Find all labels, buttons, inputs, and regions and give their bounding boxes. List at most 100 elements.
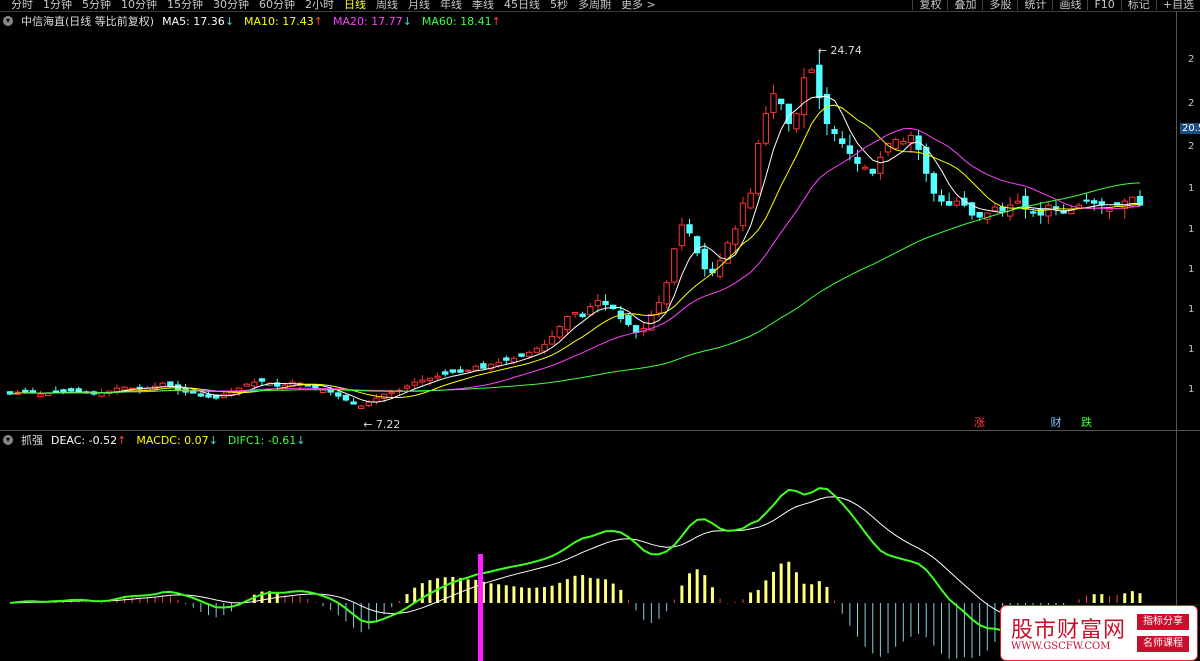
candle bbox=[533, 346, 540, 353]
period-tab[interactable]: 5秒 bbox=[550, 0, 568, 11]
high-annotation: ← 24.74 bbox=[818, 44, 862, 57]
toolbar-button[interactable]: +自选 bbox=[1155, 0, 1200, 10]
candle bbox=[968, 201, 976, 220]
chevron-down-icon[interactable]: ▾ bbox=[3, 16, 13, 26]
candle bbox=[892, 137, 899, 151]
legend-item: DIFC1: -0.61↓ bbox=[227, 433, 306, 447]
event-marker[interactable]: 财 bbox=[1051, 415, 1062, 429]
candle bbox=[846, 134, 854, 161]
axis-tick: 1 bbox=[1188, 183, 1195, 194]
toolbar-button[interactable]: F10 bbox=[1087, 0, 1120, 10]
watermark-tag-1: 指标分享 bbox=[1137, 614, 1189, 630]
period-tab[interactable]: 日线 bbox=[344, 0, 366, 11]
period-tab[interactable]: 更多 > bbox=[621, 0, 656, 11]
candle bbox=[426, 377, 434, 386]
candle bbox=[869, 168, 876, 177]
period-tab[interactable]: 年线 bbox=[440, 0, 462, 11]
period-tab[interactable]: 季线 bbox=[472, 0, 494, 11]
candle bbox=[1098, 197, 1105, 214]
candle bbox=[449, 369, 457, 375]
candle bbox=[747, 188, 754, 210]
candle bbox=[861, 164, 869, 171]
candle bbox=[953, 196, 960, 208]
candle bbox=[52, 386, 59, 393]
candle bbox=[503, 355, 510, 366]
period-tab[interactable]: 周线 bbox=[376, 0, 398, 11]
period-tab[interactable]: 60分钟 bbox=[259, 0, 295, 11]
candle bbox=[1052, 200, 1060, 216]
chevron-down-icon[interactable]: ▾ bbox=[3, 435, 13, 445]
candle bbox=[464, 369, 472, 373]
period-tab[interactable]: 15分钟 bbox=[167, 0, 203, 11]
candle bbox=[884, 142, 892, 157]
chart-title: 中信海直(日线 等比前复权) bbox=[21, 15, 155, 28]
candle bbox=[701, 242, 708, 277]
candle bbox=[472, 364, 479, 371]
candle bbox=[663, 279, 670, 309]
candle bbox=[770, 84, 777, 120]
toolbar-button[interactable]: 标记 bbox=[1120, 0, 1156, 10]
candle bbox=[411, 378, 418, 390]
event-marker[interactable]: 涨 bbox=[974, 416, 985, 429]
event-marker[interactable]: 跌 bbox=[1081, 415, 1092, 429]
pane-divider[interactable] bbox=[0, 430, 1200, 431]
deac-line bbox=[9, 496, 1141, 627]
candle bbox=[961, 191, 968, 208]
candle bbox=[816, 51, 823, 110]
main-legend: ▾ 中信海直(日线 等比前复权) MA5: 17.36↓ MA10: 17.43↑… bbox=[3, 13, 501, 29]
ma-line-MA60 bbox=[9, 182, 1141, 395]
period-tab[interactable]: 1分钟 bbox=[43, 0, 72, 11]
candle bbox=[671, 247, 678, 286]
axis-tick: 2 bbox=[1188, 54, 1195, 65]
candle bbox=[14, 389, 21, 395]
indicator-title: 抓强 bbox=[21, 434, 43, 447]
ma-line-MA10 bbox=[9, 104, 1141, 398]
candle bbox=[839, 131, 846, 148]
candle bbox=[243, 382, 250, 387]
candle bbox=[6, 391, 14, 396]
candle bbox=[632, 324, 640, 339]
candle bbox=[197, 392, 205, 398]
period-tab[interactable]: 45日线 bbox=[504, 0, 540, 11]
period-tab[interactable]: 5分钟 bbox=[82, 0, 111, 11]
candle bbox=[350, 398, 357, 405]
candle bbox=[1045, 201, 1052, 225]
axis-tick: 1 bbox=[1188, 384, 1195, 395]
candle bbox=[457, 366, 464, 374]
toolbar-button[interactable]: 统计 bbox=[1017, 0, 1052, 10]
period-tab[interactable]: 多周期 bbox=[578, 0, 611, 11]
period-toolbar: 分时 1分钟 5分钟 10分钟 15分钟 30分钟 60分钟 2小时 日线 周线 月线 年线 季线 45日… bbox=[0, 0, 1200, 12]
candle bbox=[579, 311, 586, 319]
candle bbox=[594, 293, 602, 313]
indicator-chart[interactable] bbox=[0, 431, 1176, 661]
candle bbox=[480, 360, 487, 369]
toolbar-button[interactable]: 复权 bbox=[912, 0, 947, 10]
period-tab[interactable]: 2小时 bbox=[305, 0, 334, 11]
period-tab[interactable]: 月线 bbox=[408, 0, 430, 11]
candle bbox=[518, 353, 525, 358]
candle bbox=[923, 143, 930, 182]
legend-item: MA5: 17.36↓ bbox=[162, 14, 235, 28]
candle bbox=[793, 112, 800, 133]
candle bbox=[258, 377, 266, 386]
toolbar-button[interactable]: 叠加 bbox=[947, 0, 982, 10]
legend-item: MACDC: 0.07↓ bbox=[136, 433, 218, 447]
candle bbox=[220, 392, 227, 399]
candle bbox=[1014, 193, 1022, 204]
candle bbox=[762, 106, 770, 146]
right-toolbar: 复权 叠加 多股 统计 画线 F10 标记 +自选 bbox=[912, 0, 1200, 10]
toolbar-button[interactable]: 画线 bbox=[1052, 0, 1087, 10]
toolbar-button[interactable]: 多股 bbox=[982, 0, 1017, 10]
watermark-logo: 股市财富网 WWW.GSCFW.COM 指标分享 名师课程 bbox=[1000, 605, 1198, 661]
candle bbox=[403, 384, 411, 391]
watermark-title: 股市财富网 bbox=[1011, 618, 1127, 643]
period-tab[interactable]: 10分钟 bbox=[121, 0, 157, 11]
candle bbox=[587, 302, 594, 317]
candle bbox=[945, 192, 953, 207]
axis-tick: 1 bbox=[1188, 264, 1195, 275]
candle bbox=[991, 203, 999, 212]
period-tab[interactable]: 30分钟 bbox=[213, 0, 249, 11]
period-tab[interactable]: 分时 bbox=[11, 0, 33, 11]
ma-line-MA20 bbox=[9, 127, 1141, 395]
